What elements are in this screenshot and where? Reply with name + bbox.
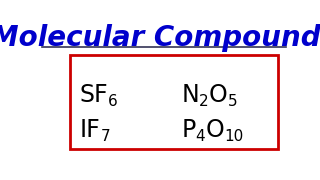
Text: 10: 10 xyxy=(224,129,243,144)
Text: 6: 6 xyxy=(108,94,118,109)
Text: O: O xyxy=(209,83,228,107)
Text: N: N xyxy=(181,83,199,107)
Text: 4: 4 xyxy=(196,129,205,144)
Text: O: O xyxy=(205,118,224,142)
Text: Molecular Compounds: Molecular Compounds xyxy=(0,24,320,52)
Text: 2: 2 xyxy=(199,94,209,109)
Text: 5: 5 xyxy=(228,94,237,109)
Text: P: P xyxy=(181,118,196,142)
FancyBboxPatch shape xyxy=(70,55,278,149)
Text: 7: 7 xyxy=(100,129,110,144)
Text: IF: IF xyxy=(80,118,100,142)
Text: SF: SF xyxy=(80,83,108,107)
